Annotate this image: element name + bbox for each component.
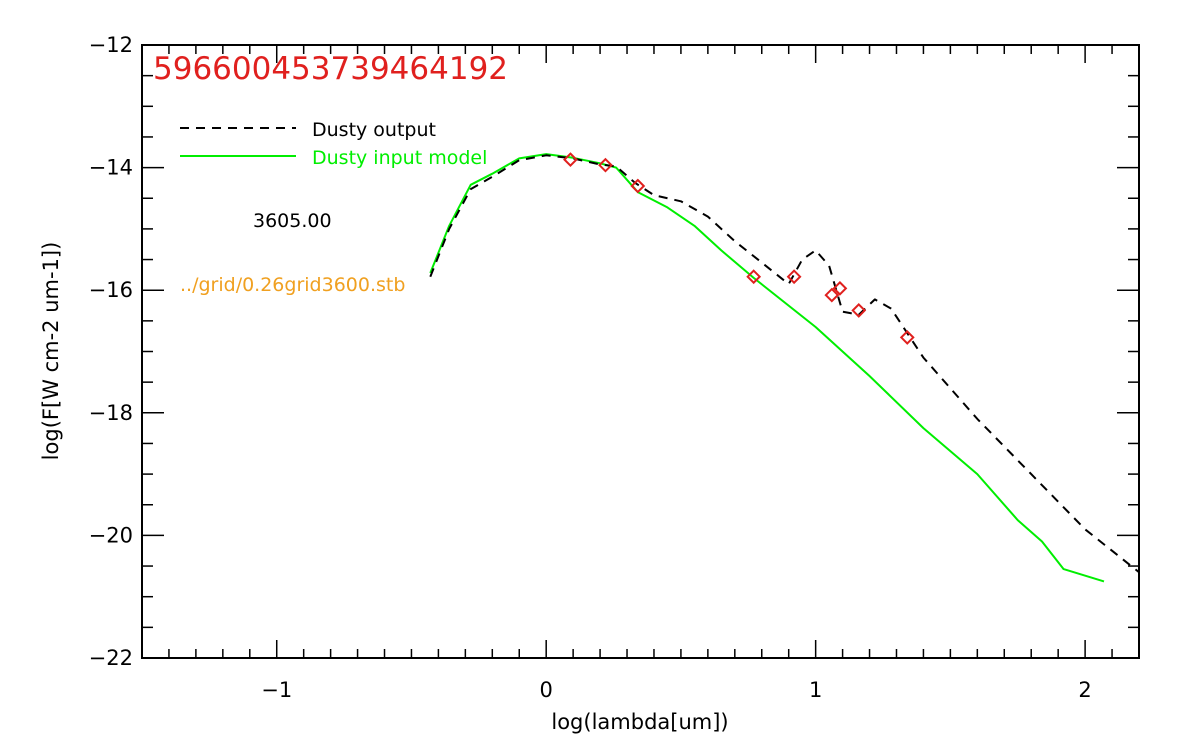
- grid-file-annotation: ../grid/0.26grid3600.stb: [180, 274, 405, 296]
- observation-point: [824, 287, 840, 303]
- x-axis-label: log(lambda[um]): [551, 710, 728, 734]
- y-tick-label: −16: [89, 278, 133, 302]
- y-tick-label: −22: [89, 646, 133, 670]
- x-tick-label: 0: [540, 678, 553, 702]
- x-axis-ticks: −1 0 1 2: [168, 45, 1140, 702]
- series-dusty-output-line: [429, 154, 1139, 573]
- observation-point: [786, 269, 802, 285]
- observation-point: [630, 178, 646, 194]
- observation-point: [851, 303, 867, 318]
- legend-input-label: Dusty input model: [312, 147, 487, 169]
- y-tick-label: −18: [89, 401, 133, 425]
- chart-title: 596600453739464192: [153, 51, 508, 87]
- series-layer: [429, 153, 1139, 583]
- x-tick-label: 1: [809, 678, 822, 702]
- observation-point: [563, 152, 578, 168]
- y-tick-label: −14: [89, 156, 133, 180]
- temperature-annotation: 3605.00: [253, 210, 332, 232]
- y-axis-ticks: −22 −20 −18 −16 −14 −12: [89, 33, 1139, 670]
- x-tick-label: 2: [1078, 678, 1091, 702]
- observation-point: [832, 280, 848, 296]
- y-tick-label: −20: [89, 523, 133, 547]
- legend-output-label: Dusty output: [312, 119, 436, 141]
- observation-point: [899, 329, 915, 345]
- legend: Dusty output Dusty input model: [180, 119, 487, 169]
- x-tick-label: −1: [261, 678, 292, 702]
- data-points: [563, 152, 915, 345]
- y-axis-label: log(F[W cm-2 um-1]): [39, 242, 63, 461]
- observation-point: [746, 269, 762, 285]
- plot-frame: [141, 44, 1140, 659]
- series-dusty-input-model-line: [429, 153, 1105, 583]
- y-tick-label: −12: [89, 33, 133, 57]
- observation-point: [598, 157, 613, 173]
